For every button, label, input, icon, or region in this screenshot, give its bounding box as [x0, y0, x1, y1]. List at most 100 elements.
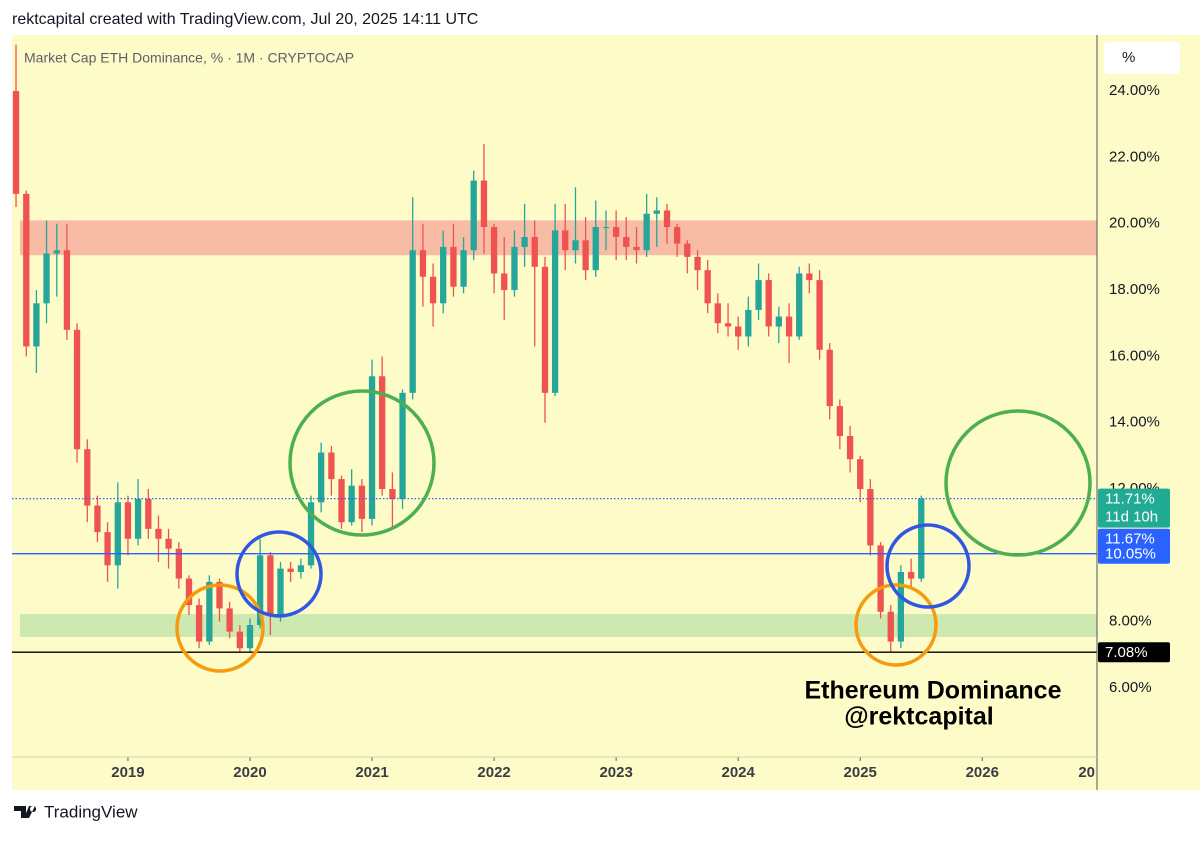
circle	[854, 583, 938, 667]
candle-body	[63, 250, 71, 330]
candle-body	[653, 210, 660, 214]
x-tick-label: 2023	[599, 764, 632, 781]
price-tag-label: 10.05%	[1105, 546, 1156, 563]
candle-body	[470, 180, 477, 251]
candle-body	[531, 236, 538, 267]
candle-body	[43, 253, 50, 304]
candle-body	[165, 538, 172, 549]
candle-body	[399, 392, 406, 499]
candle-body	[602, 227, 610, 229]
candle-body	[307, 502, 315, 566]
candle-body	[806, 273, 813, 281]
chart-title: Market Cap ETH Dominance, % · 1M · CRYPT…	[24, 50, 354, 66]
price-tag	[1098, 488, 1170, 528]
candle-body	[714, 303, 721, 324]
y-tick-label: 14.00%	[1109, 414, 1160, 431]
candle-body	[877, 545, 884, 612]
unit-label[interactable]: %	[1122, 49, 1135, 66]
x-tick-label: 2026	[966, 764, 999, 781]
price-tag-countdown: 11d 10h	[1105, 509, 1158, 526]
candle-body	[287, 568, 294, 572]
circle	[175, 583, 265, 673]
zone	[20, 220, 1097, 256]
candle-body	[206, 581, 213, 642]
circle	[288, 389, 436, 537]
zones	[20, 220, 1097, 637]
candle-body	[155, 528, 162, 539]
y-tick-label: 22.00%	[1109, 148, 1160, 165]
candle-body	[511, 246, 518, 291]
candles	[12, 44, 925, 653]
candle-body	[796, 273, 803, 337]
candle-body	[53, 250, 60, 254]
candle-body	[175, 548, 182, 579]
candle-body	[236, 631, 244, 649]
candle-body	[104, 532, 111, 566]
candle-body	[562, 230, 569, 251]
candle-body	[317, 452, 325, 503]
candle-body	[745, 309, 752, 337]
candle-body	[358, 485, 366, 519]
circle	[885, 523, 971, 609]
x-tick-label: 2025	[844, 764, 877, 781]
candle-body	[735, 326, 742, 337]
candle-body	[582, 240, 589, 271]
candle-body	[918, 498, 925, 579]
candle-body	[389, 489, 396, 499]
candle-body	[480, 180, 488, 228]
candle-body	[429, 276, 437, 304]
logo-icon	[14, 806, 37, 818]
candle-body	[338, 479, 345, 523]
x-tick-label: 2019	[111, 764, 144, 781]
candle-body	[765, 280, 772, 327]
footer-brand: TradingView	[44, 802, 138, 821]
candle-body	[684, 243, 691, 257]
y-tick-label: 20.00%	[1109, 215, 1160, 232]
candle-body	[663, 210, 671, 228]
candle-body	[277, 568, 284, 616]
candle-body	[643, 213, 650, 251]
candle-body	[23, 193, 30, 347]
candle-body	[572, 240, 579, 251]
candle-body	[694, 256, 701, 271]
candle-body	[94, 505, 101, 533]
candle-body	[348, 485, 355, 523]
candle-body	[450, 246, 457, 287]
candle-body	[551, 230, 559, 393]
candle-body	[592, 227, 599, 271]
candle-body	[724, 323, 732, 327]
candle-body	[440, 246, 447, 304]
candle-body	[521, 236, 528, 247]
annotation-title: Ethereum Dominance	[804, 677, 1061, 705]
x-tick-label: 2020	[233, 764, 266, 781]
candle-body	[73, 329, 81, 450]
candle-body	[114, 502, 121, 566]
x-tick-label: 2021	[355, 764, 388, 781]
y-tick-label: 8.00%	[1109, 613, 1152, 630]
candle-body	[12, 91, 20, 194]
candle-body	[246, 625, 254, 649]
candle-body	[145, 498, 152, 529]
candle-body	[368, 376, 376, 519]
footer-logo: TradingView	[14, 802, 138, 821]
x-tick-label: 20	[1078, 764, 1095, 781]
circle	[235, 530, 323, 618]
zone	[20, 614, 1097, 637]
candle-body	[267, 555, 274, 616]
candle-body	[897, 571, 905, 642]
candle-body	[195, 605, 203, 642]
candle-body	[846, 435, 854, 460]
candle-body	[674, 227, 681, 244]
candle-body	[826, 349, 833, 407]
unit-button[interactable]	[1104, 42, 1180, 74]
y-tick-label: 16.00%	[1109, 347, 1160, 364]
candle-body	[297, 565, 305, 572]
candle-body	[887, 611, 894, 642]
y-tick-label: 18.00%	[1109, 281, 1160, 298]
candle-body	[633, 246, 640, 251]
candle-body	[134, 498, 142, 539]
candle-body	[226, 608, 233, 632]
header: rektcapital created with TradingView.com…	[12, 11, 478, 28]
price-tag	[1098, 642, 1170, 663]
